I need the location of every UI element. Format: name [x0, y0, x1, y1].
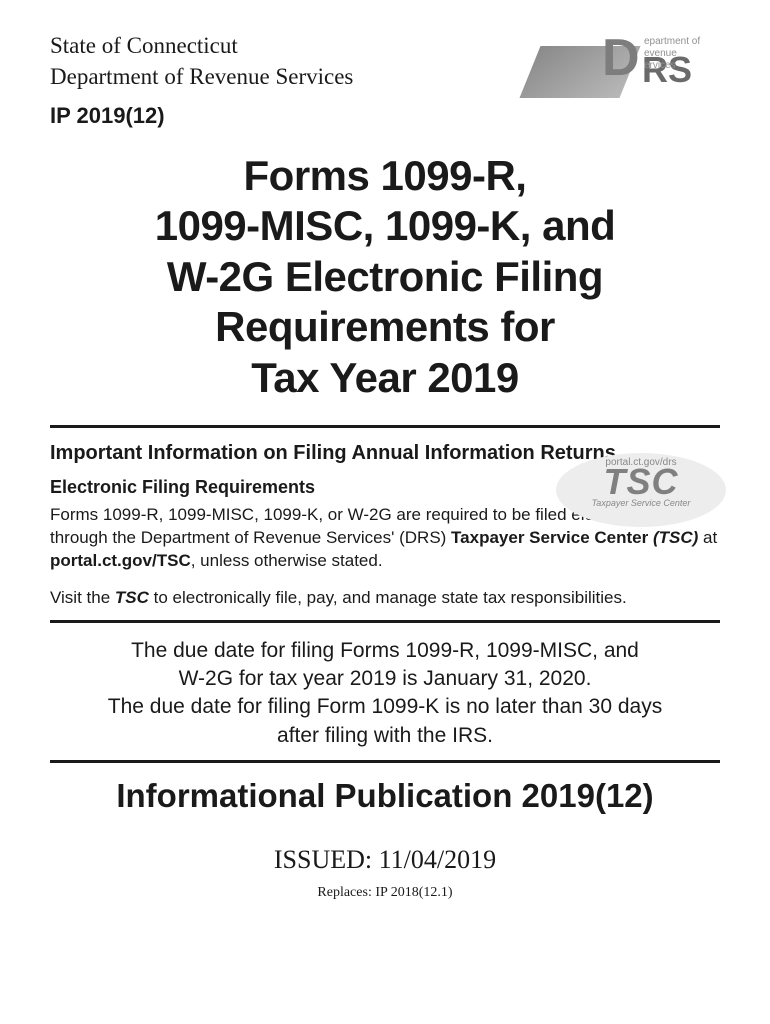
- visit-line: Visit the TSC to electronically file, pa…: [50, 587, 720, 610]
- efile-block: portal.ct.gov/drs TSC Taxpayer Service C…: [50, 477, 720, 610]
- drs-logo: D RS epartment of evenue ervices: [530, 32, 720, 102]
- tsc-badge-bottom: Taxpayer Service Center: [556, 498, 726, 508]
- issued-date: ISSUED: 11/04/2019: [50, 845, 720, 875]
- due-line-1: The due date for filing Forms 1099-R, 10…: [50, 637, 720, 665]
- tsc-name: Taxpayer Service Center: [451, 528, 653, 547]
- title-line-4: Requirements for: [50, 302, 720, 352]
- header-text: State of Connecticut Department of Reven…: [50, 32, 353, 129]
- due-line-4: after filing with the IRS.: [50, 722, 720, 750]
- tsc-badge: portal.ct.gov/drs TSC Taxpayer Service C…: [556, 453, 726, 527]
- document-page: State of Connecticut Department of Reven…: [0, 0, 770, 941]
- header: State of Connecticut Department of Reven…: [50, 32, 720, 129]
- portal-url: portal.ct.gov/TSC: [50, 551, 191, 570]
- divider-rule: [50, 760, 720, 763]
- logo-subtext: epartment of evenue ervices: [644, 36, 700, 72]
- title-line-1: Forms 1099-R,: [50, 151, 720, 201]
- due-line-2: W-2G for tax year 2019 is January 31, 20…: [50, 665, 720, 693]
- title-line-3: W-2G Electronic Filing: [50, 252, 720, 302]
- title-line-5: Tax Year 2019: [50, 353, 720, 403]
- divider-rule: [50, 620, 720, 623]
- replaces-line: Replaces: IP 2018(12.1): [50, 885, 720, 901]
- logo-letter-d: D: [602, 32, 640, 84]
- body-post: , unless otherwise stated.: [191, 551, 383, 570]
- info-pub-heading: Informational Publication 2019(12): [50, 777, 720, 815]
- tsc-abbrev: (TSC): [653, 528, 698, 547]
- due-line-3: The due date for filing Form 1099-K is n…: [50, 693, 720, 721]
- main-title: Forms 1099-R, 1099-MISC, 1099-K, and W-2…: [50, 151, 720, 403]
- tsc-badge-main: TSC: [556, 466, 726, 498]
- divider-rule: [50, 425, 720, 428]
- due-dates: The due date for filing Forms 1099-R, 10…: [50, 637, 720, 750]
- ip-code: IP 2019(12): [50, 102, 353, 130]
- body-mid: at: [698, 528, 717, 547]
- dept-line: Department of Revenue Services: [50, 63, 353, 92]
- visit-pre: Visit the: [50, 588, 115, 607]
- visit-tsc: TSC: [115, 588, 149, 607]
- state-line: State of Connecticut: [50, 32, 353, 61]
- title-line-2: 1099-MISC, 1099-K, and: [50, 201, 720, 251]
- visit-post: to electronically file, pay, and manage …: [149, 588, 627, 607]
